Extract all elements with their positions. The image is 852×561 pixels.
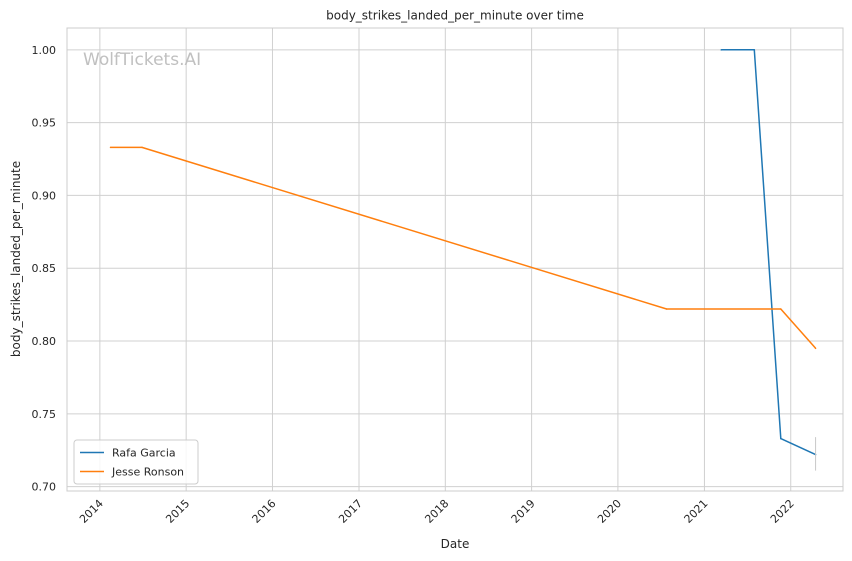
data-point-rafa-garcia [780,437,782,440]
series-line-rafa-garcia [721,49,816,456]
y-tick-label: 0.70 [32,481,57,494]
data-point-jesse-ronson [814,347,817,350]
x-axis-label: Date [441,537,470,551]
data-point-rafa-garcia [753,49,756,51]
legend: Rafa Garcia Jesse Ronson [73,439,199,485]
plot-frame [66,27,844,492]
y-gridlines [67,49,843,488]
data-point-jesse-ronson [665,308,668,310]
data-point-jesse-ronson [141,146,143,149]
data-point-jesse-ronson [780,308,782,310]
y-tick-label: 0.95 [32,117,57,130]
data-point-jesse-ronson [109,146,112,149]
legend-label-rafa-garcia: Rafa Garcia [112,447,176,460]
y-tick-labels: 0.70 0.75 0.80 0.85 0.90 0.95 1.00 [32,44,57,494]
y-axis-label: body_strikes_landed_per_minute [9,161,23,357]
y-tick-label: 0.75 [32,408,57,421]
legend-box [73,439,199,485]
plot-area [67,28,843,491]
data-point-rafa-garcia [720,49,722,51]
chart-title: body_strikes_landed_per_minute over time [326,9,584,23]
y-tick-label: 0.80 [32,335,57,348]
watermark: WolfTickets.AI [83,50,201,70]
y-tick-label: 1.00 [32,44,57,57]
legend-label-jesse-ronson: Jesse Ronson [111,466,184,479]
y-tick-label: 0.90 [32,189,57,202]
series-layer [109,49,817,471]
y-tick-label: 0.85 [32,262,57,275]
